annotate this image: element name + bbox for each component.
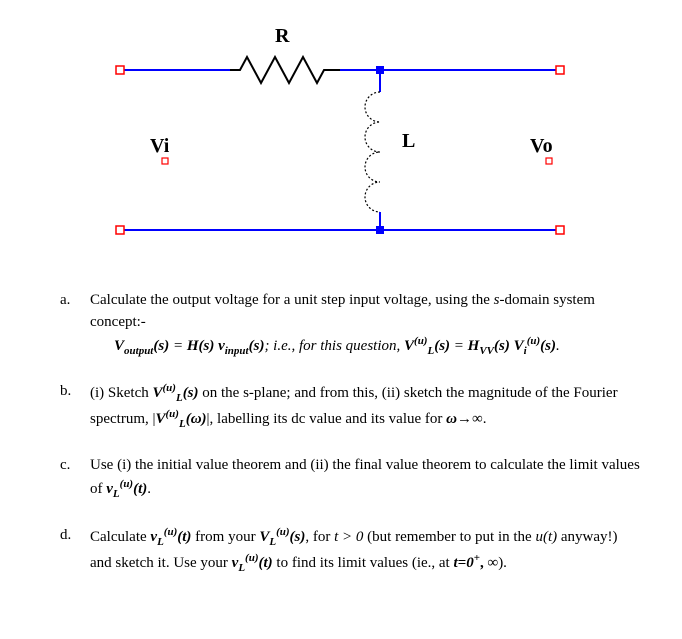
question-a-label: a. — [60, 290, 90, 359]
qc-t: (t) — [133, 481, 147, 497]
qc-u: (u) — [120, 478, 133, 490]
questions-block: a. Calculate the output voltage for a un… — [60, 290, 640, 599]
qd-u2: (u) — [276, 526, 289, 538]
qa-u2: (u) — [527, 335, 540, 347]
vi-label: Vi — [150, 135, 169, 158]
qa-u1: (u) — [414, 335, 427, 347]
qa-s3: (s) — [434, 338, 450, 354]
qd-t2: from your — [191, 529, 259, 545]
qa-vin: v — [214, 338, 224, 354]
qa-s2: (s) — [249, 338, 265, 354]
question-b-body: (i) Sketch V(u)L(s) on the s-plane; and … — [90, 381, 640, 433]
qa-H: H — [187, 338, 199, 354]
qc-t1: Use (i) the initial value theorem and (i… — [90, 457, 640, 497]
qd-ut: u(t) — [535, 529, 557, 545]
qa-s4: (s) — [494, 338, 510, 354]
question-a-body: Calculate the output voltage for a unit … — [90, 290, 640, 359]
question-c-label: c. — [60, 455, 90, 503]
qc-v: v — [106, 481, 113, 497]
qb-om: (ω) — [186, 411, 207, 427]
qa-equation: Voutput(s) = H(s) vinput(s); i.e., for t… — [114, 334, 640, 360]
qd-t3: , for — [305, 529, 334, 545]
qb-V1: V — [152, 385, 162, 401]
qd-t0: t=0 — [453, 555, 473, 571]
qb-u2: (u) — [166, 408, 179, 420]
qa-s5: (s) — [540, 338, 556, 354]
question-b-label: b. — [60, 381, 90, 433]
qb-p: . — [483, 411, 487, 427]
qb-t3: |, labelling its dc value and its value … — [207, 411, 447, 427]
qa-Hvv: H — [468, 338, 480, 354]
qa-s1: (s) — [153, 338, 169, 354]
question-c-body: Use (i) the initial value theorem and (i… — [90, 455, 640, 503]
question-d-body: Calculate vL(u)(t) from your VL(u)(s), f… — [90, 525, 640, 577]
qc-p: . — [147, 481, 151, 497]
qa-Hs: (s) — [199, 338, 215, 354]
qa-p: . — [556, 338, 560, 354]
qb-s1: (s) — [183, 385, 199, 401]
qa-eq1: = — [169, 338, 187, 354]
qd-t1: Calculate — [90, 529, 150, 545]
question-d: d. Calculate vL(u)(t) from your VL(u)(s)… — [60, 525, 640, 577]
qb-u1: (u) — [163, 382, 176, 394]
qa-text1: Calculate the output voltage for a unit … — [90, 292, 494, 308]
qd-t6: to find its limit values (ie., at — [273, 555, 454, 571]
qd-targ3: (t) — [259, 555, 273, 571]
qb-L1: L — [176, 392, 183, 404]
qa-VuL: V — [404, 338, 414, 354]
qd-u3: (u) — [245, 552, 258, 564]
vo-label: Vo — [530, 135, 553, 158]
qc-L: L — [113, 488, 120, 500]
question-b: b. (i) Sketch V(u)L(s) on the s-plane; a… — [60, 381, 640, 433]
qd-s2: (s) — [290, 529, 306, 545]
qd-V2: V — [259, 529, 269, 545]
qd-L1: L — [157, 536, 164, 548]
qd-u1: (u) — [164, 526, 177, 538]
qa-vv: VV — [479, 345, 494, 357]
qb-V2: V — [156, 411, 166, 427]
qa-ie: ; i.e., for this question, — [264, 338, 404, 354]
question-a: a. Calculate the output voltage for a un… — [60, 290, 640, 359]
qa-out: output — [124, 345, 153, 357]
qb-L2: L — [179, 418, 186, 430]
qb-t1: (i) Sketch — [90, 385, 152, 401]
qd-t4: (but remember to put in the — [363, 529, 535, 545]
resistor-label: R — [275, 25, 289, 48]
inductor-label: L — [402, 130, 415, 153]
circuit-svg — [110, 30, 570, 260]
qd-close: ). — [498, 555, 507, 571]
qa-Vi: V — [514, 338, 524, 354]
qa-in: input — [225, 345, 249, 357]
qd-tgt: t > 0 — [334, 529, 363, 545]
qa-V1: V — [114, 338, 124, 354]
circuit-diagram: R L Vi Vo — [110, 30, 570, 260]
qd-targ1: (t) — [177, 529, 191, 545]
qd-inf: , ∞ — [480, 555, 498, 571]
question-d-label: d. — [60, 525, 90, 577]
qb-winf: ω→∞ — [446, 411, 483, 427]
qa-eq2: = — [450, 338, 468, 354]
question-c: c. Use (i) the initial value theorem and… — [60, 455, 640, 503]
